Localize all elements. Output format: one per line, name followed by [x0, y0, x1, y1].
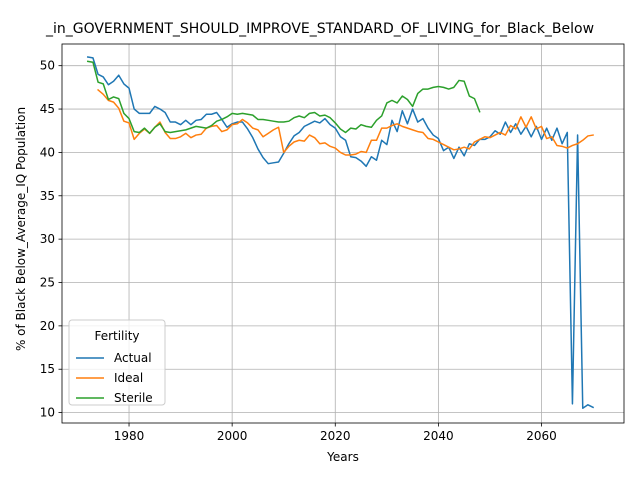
y-axis-label: % of Black Below_Average_IQ Population: [14, 107, 28, 351]
x-tick-label: 2040: [423, 429, 454, 443]
x-tick-label: 2060: [526, 429, 557, 443]
chart-title: _in_GOVERNMENT_SHOULD_IMPROVE_STANDARD_O…: [45, 21, 594, 37]
plot-frame: [61, 43, 625, 424]
series-line-sterile: [86, 60, 481, 135]
grid: [62, 44, 624, 423]
legend-entries: Actual Ideal Sterile: [76, 351, 153, 405]
legend-label-sterile: Sterile: [114, 391, 153, 405]
legend: Fertility Actual Ideal Sterile: [68, 319, 166, 406]
y-tick-label: 15: [40, 362, 55, 376]
x-axis-ticks: 1980 2000 2020 2040 2060: [114, 423, 557, 443]
legend-label-ideal: Ideal: [114, 371, 143, 385]
legend-box: [68, 319, 166, 406]
y-tick-label: 40: [40, 145, 55, 159]
y-tick-label: 20: [40, 319, 55, 333]
x-tick-label: 2000: [217, 429, 248, 443]
legend-title: Fertility: [94, 329, 139, 343]
x-axis-label: Years: [326, 450, 359, 464]
y-tick-label: 10: [40, 406, 55, 420]
y-tick-label: 50: [40, 59, 55, 73]
y-tick-label: 30: [40, 232, 55, 246]
y-tick-label: 45: [40, 102, 55, 116]
series-lines: [86, 56, 595, 410]
legend-label-actual: Actual: [114, 351, 152, 365]
y-tick-label: 25: [40, 276, 55, 290]
series-line-ideal: [97, 88, 594, 156]
y-tick-label: 35: [40, 189, 55, 203]
x-tick-label: 2020: [320, 429, 351, 443]
y-axis-ticks: 10 15 20 25 30 35 40 45 50: [40, 59, 62, 420]
x-tick-label: 1980: [114, 429, 145, 443]
